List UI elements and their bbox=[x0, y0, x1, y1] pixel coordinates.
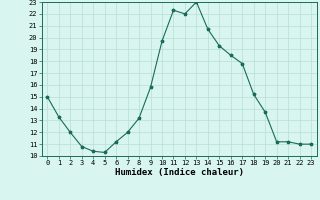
X-axis label: Humidex (Indice chaleur): Humidex (Indice chaleur) bbox=[115, 168, 244, 177]
